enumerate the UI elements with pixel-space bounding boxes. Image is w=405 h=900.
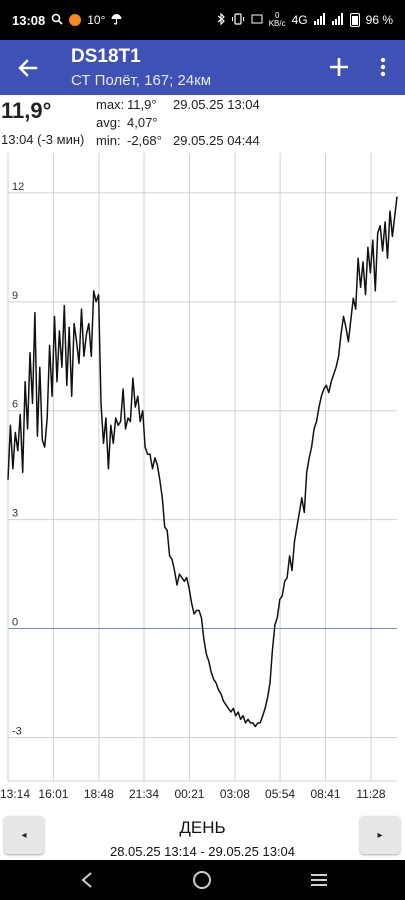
speed-unit: KB/c bbox=[268, 19, 286, 28]
temperature-series-line bbox=[7, 196, 398, 728]
avg-value: 4,07° bbox=[127, 115, 158, 130]
signal-icon-2 bbox=[331, 12, 344, 28]
chart-x-tick-label: 08:41 bbox=[310, 787, 340, 801]
current-temperature: 11,9° bbox=[1, 98, 52, 123]
page-title: DS18T1 bbox=[71, 46, 141, 67]
chart-y-tick-label: 12 bbox=[12, 181, 24, 193]
status-time: 13:08 bbox=[12, 12, 46, 28]
app-notification-icon bbox=[69, 14, 82, 26]
speed-value: 0 bbox=[274, 11, 280, 20]
more-vert-icon bbox=[380, 57, 386, 77]
chart-svg: 13:14 16:01 18:48 21:34 00:21 03:08 05:54 08:41… bbox=[0, 153, 398, 801]
min-date: 29.05.25 04:44 bbox=[173, 133, 260, 148]
system-recents-button[interactable] bbox=[306, 868, 332, 892]
battery-level: 96 % bbox=[365, 13, 393, 27]
max-date: 29.05.25 13:04 bbox=[173, 97, 260, 112]
home-circle-icon bbox=[193, 871, 211, 889]
next-period-button[interactable]: ▸ bbox=[360, 816, 400, 854]
chart-y-tick-label: 0 bbox=[12, 617, 18, 629]
system-home-button[interactable] bbox=[189, 868, 215, 892]
chart-x-tick-label: 05:54 bbox=[265, 787, 295, 801]
chart-x-tick-label: 21:34 bbox=[129, 787, 159, 801]
chart-x-tick-label: 11:28 bbox=[356, 787, 385, 801]
add-button[interactable] bbox=[322, 49, 356, 85]
overflow-menu-button[interactable] bbox=[372, 49, 394, 85]
status-bar: 13:08 10° 0 KB/c 4G 96 % bbox=[0, 0, 405, 40]
period-label: ДЕНЬ bbox=[179, 818, 226, 837]
menu-lines-icon bbox=[311, 874, 327, 886]
system-navigation-bar bbox=[0, 860, 405, 900]
chevron-left-icon bbox=[81, 872, 92, 888]
signal-icon bbox=[313, 12, 326, 28]
battery-icon bbox=[349, 13, 360, 27]
previous-period-button[interactable]: ◂ bbox=[4, 816, 44, 854]
status-right: 0 KB/c 4G 96 % bbox=[217, 12, 393, 28]
plus-icon bbox=[330, 58, 348, 76]
chart-x-tick-label: 18:48 bbox=[84, 787, 114, 801]
arrow-left-icon bbox=[18, 59, 38, 77]
min-value: -2,68° bbox=[127, 133, 162, 148]
status-left: 13:08 10° bbox=[12, 13, 122, 28]
volte-icon bbox=[251, 13, 263, 27]
chart-y-tick-label: 3 bbox=[12, 508, 18, 520]
umbrella-icon bbox=[111, 13, 122, 28]
period-range: 28.05.25 13:14 - 29.05.25 13:04 bbox=[109, 844, 296, 859]
chart-x-tick-label: 16:01 bbox=[38, 787, 68, 801]
chart-y-tick-label: 9 bbox=[12, 290, 18, 302]
chart-y-tick-label: 6 bbox=[12, 399, 18, 411]
period-navigation: ◂ ДЕНЬ 28.05.25 13:14 - 29.05.25 13:04 ▸ bbox=[0, 810, 405, 860]
summary-panel: 11,9° 13:04 (-3 мин) max: 11,9° 29.05.25… bbox=[0, 95, 405, 153]
chart-x-tick-label: 03:08 bbox=[220, 787, 250, 801]
weather-temp: 10° bbox=[87, 13, 106, 27]
max-value: 11,9° bbox=[127, 97, 157, 112]
avg-label: avg: bbox=[96, 115, 121, 130]
vibrate-icon bbox=[231, 12, 245, 28]
app-bar: DS18T1 СТ Полёт, 167; 24км bbox=[0, 40, 405, 95]
back-button[interactable] bbox=[10, 50, 46, 86]
search-icon bbox=[51, 13, 63, 28]
max-label: max: bbox=[96, 97, 125, 112]
temperature-chart[interactable]: 13:14 16:01 18:48 21:34 00:21 03:08 05:54 08:41… bbox=[0, 153, 405, 810]
page-subtitle: СТ Полёт, 167; 24км bbox=[71, 72, 212, 89]
chart-x-tick-label: 00:21 bbox=[174, 787, 204, 801]
min-label: min: bbox=[96, 133, 121, 148]
network-type: 4G bbox=[291, 13, 308, 27]
bluetooth-icon bbox=[217, 12, 225, 28]
system-back-button[interactable] bbox=[74, 868, 100, 892]
chart-y-tick-label: -3 bbox=[12, 725, 22, 737]
current-time: 13:04 (-3 мин) bbox=[1, 132, 85, 147]
chart-x-tick-label: 13:14 bbox=[0, 787, 30, 801]
speed-indicator: 0 KB/c bbox=[269, 12, 286, 28]
